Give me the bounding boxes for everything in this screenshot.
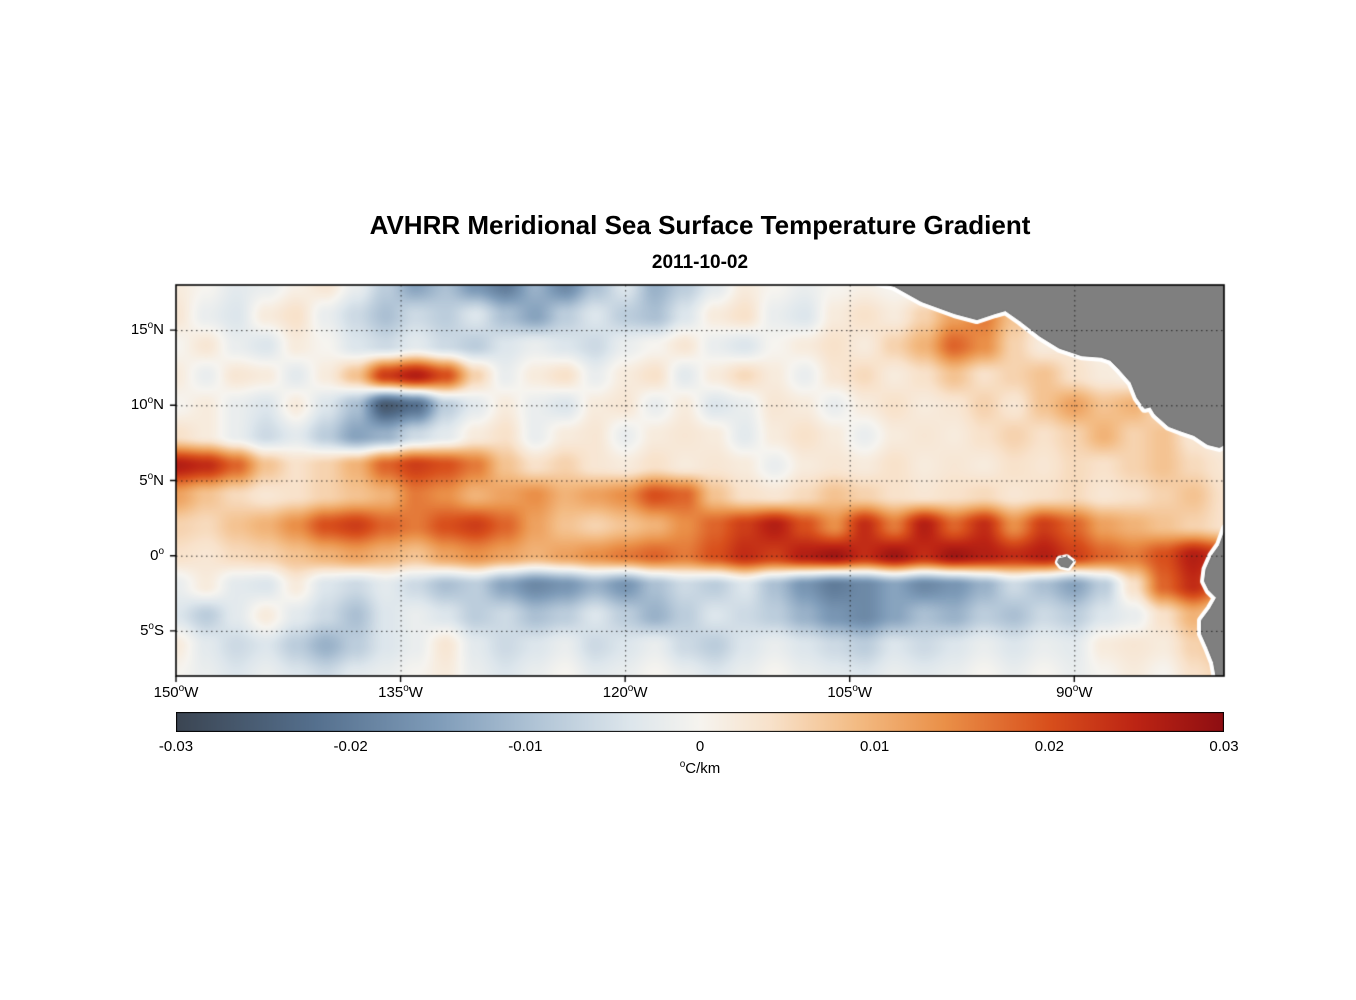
- colorbar-tick-label: 0.02: [1034, 738, 1064, 755]
- y-tick-label: 15oN: [130, 320, 164, 339]
- y-tick-label: 5oS: [140, 620, 164, 639]
- degree-symbol: o: [679, 759, 686, 770]
- colorbar-unit-label: oC/km: [176, 759, 1224, 778]
- x-tick-label: 105oW: [827, 683, 873, 702]
- y-tick-label: 10oN: [130, 395, 164, 414]
- y-tick-label: 5oN: [139, 470, 164, 489]
- colorbar-tick-label: 0: [695, 738, 705, 755]
- x-tick-label: 120oW: [602, 683, 648, 702]
- x-tick-label: 135oW: [378, 683, 423, 702]
- colorbar-unit-text: C/km: [685, 760, 721, 777]
- x-tick-label: 90oW: [1056, 683, 1093, 702]
- colorbar-canvas: [176, 712, 1224, 732]
- y-tick-label: 0o: [150, 545, 164, 564]
- map-canvas: [166, 275, 1234, 686]
- colorbar-tick-label: -0.03: [158, 738, 194, 755]
- chart-title: AVHRR Meridional Sea Surface Temperature…: [369, 210, 1031, 240]
- colorbar-tick-label: 0.01: [860, 738, 890, 755]
- x-tick-label: 150oW: [153, 683, 199, 702]
- chart-subtitle: 2011-10-02: [651, 252, 749, 273]
- colorbar-tick-label: -0.02: [333, 738, 368, 755]
- colorbar-tick-label: -0.01: [508, 738, 543, 755]
- colorbar-tick-label: 0.03: [1209, 738, 1239, 755]
